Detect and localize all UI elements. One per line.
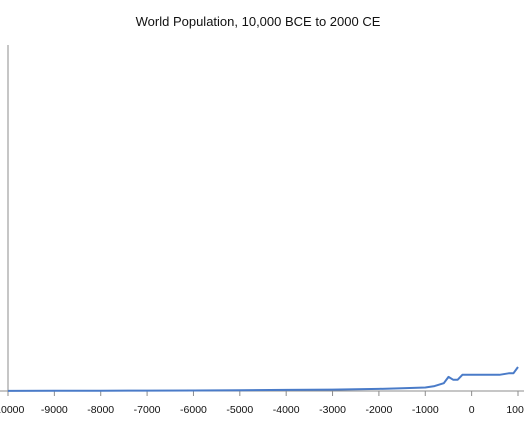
chart-title: World Population, 10,000 BCE to 2000 CE [136, 14, 381, 29]
x-tick-label: -2000 [365, 404, 392, 416]
x-tick-label: -6000 [180, 404, 207, 416]
x-tick-label: -1000 [412, 404, 439, 416]
x-tick-label: -3000 [319, 404, 346, 416]
x-tick-label: 0 [469, 404, 475, 416]
x-tick-label: -9000 [41, 404, 68, 416]
population-series-line [7, 366, 519, 392]
x-tick-label: -8000 [87, 404, 114, 416]
x-tick-label: -5000 [226, 404, 253, 416]
x-tick-label: -4000 [273, 404, 300, 416]
x-axis-tick-labels: -10000-9000-8000-7000-6000-5000-4000-300… [0, 404, 524, 416]
x-tick-label: -7000 [134, 404, 161, 416]
x-tick-label: 1000 [506, 404, 524, 416]
x-axis-ticks [7, 391, 519, 396]
